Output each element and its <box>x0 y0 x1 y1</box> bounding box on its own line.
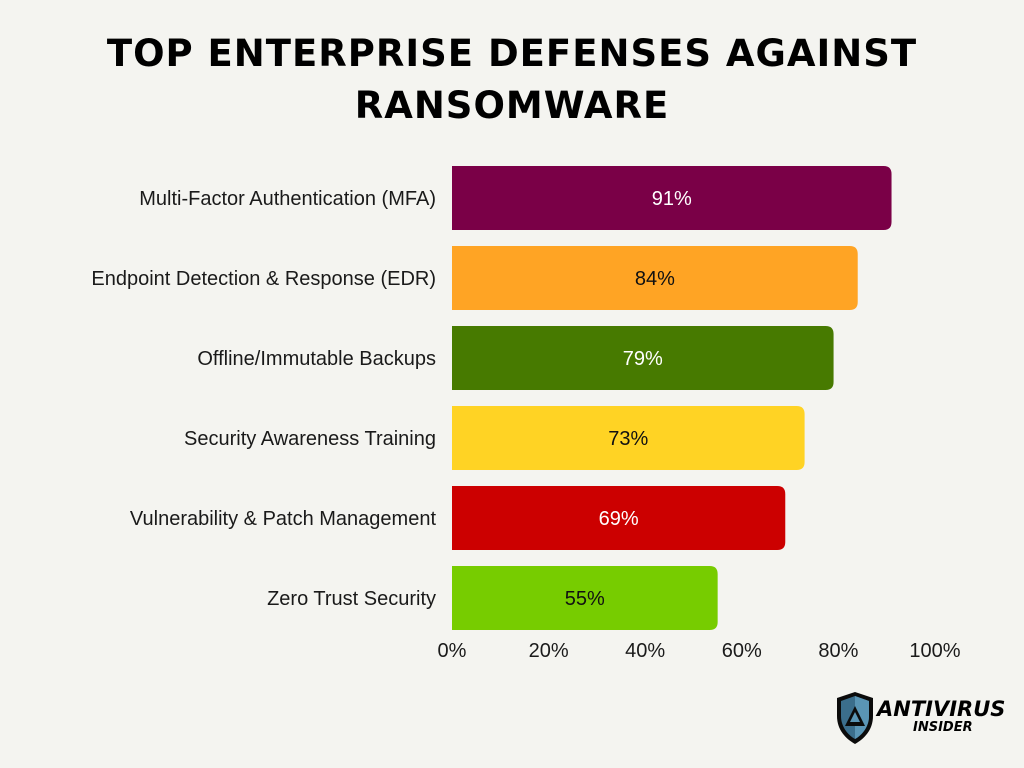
value-label-zero-trust-security: 55% <box>565 588 605 610</box>
value-label-endpoint-detection-response-edr: 84% <box>635 268 675 290</box>
brand-logo: ANTIVIRUS INSIDER <box>833 690 1005 746</box>
bar-offline-immutable-backups <box>452 326 834 390</box>
brand-logo-sub: INSIDER <box>913 720 973 735</box>
x-tick-label-80: 80% <box>818 640 858 662</box>
x-tick-label-40: 40% <box>625 640 665 662</box>
category-label-multi-factor-authentication-mfa: Multi-Factor Authentication (MFA) <box>139 188 436 210</box>
category-labels-group: Multi-Factor Authentication (MFA) Endpoin… <box>91 188 436 610</box>
x-tick-label-20: 20% <box>529 640 569 662</box>
category-label-zero-trust-security: Zero Trust Security <box>267 588 436 610</box>
category-label-offline-immutable-backups: Offline/Immutable Backups <box>197 348 436 370</box>
category-label-vulnerability-patch-management: Vulnerability & Patch Management <box>130 508 437 530</box>
x-axis-ticks-group: 0% 20% 40% 60% 80% 100% <box>438 640 961 662</box>
chart-title: TOP ENTERPRISE DEFENSES AGAINST RANSOMWA… <box>106 32 918 127</box>
brand-logo-word: ANTIVIRUS <box>877 697 1006 721</box>
value-label-security-awareness-training: 73% <box>608 428 648 450</box>
category-label-security-awareness-training: Security Awareness Training <box>184 428 436 450</box>
bar-vulnerability-patch-management <box>452 486 786 550</box>
value-label-vulnerability-patch-management: 69% <box>599 508 639 530</box>
category-label-endpoint-detection-response-edr: Endpoint Detection & Response (EDR) <box>91 268 436 290</box>
bar-security-awareness-training <box>452 406 805 470</box>
x-tick-label-100: 100% <box>909 640 960 662</box>
x-tick-label-0: 0% <box>438 640 467 662</box>
bar-endpoint-detection-response-edr <box>452 246 858 310</box>
x-tick-label-60: 60% <box>722 640 762 662</box>
value-label-offline-immutable-backups: 79% <box>623 348 663 370</box>
shield-icon <box>837 692 873 744</box>
value-label-multi-factor-authentication-mfa: 91% <box>652 188 692 210</box>
value-labels-group: 91% 84% 79% 73% 69% 55% <box>565 188 692 610</box>
bar-zero-trust-security <box>452 566 718 630</box>
bar-multi-factor-authentication-mfa <box>452 166 892 230</box>
bars-group <box>452 166 892 630</box>
